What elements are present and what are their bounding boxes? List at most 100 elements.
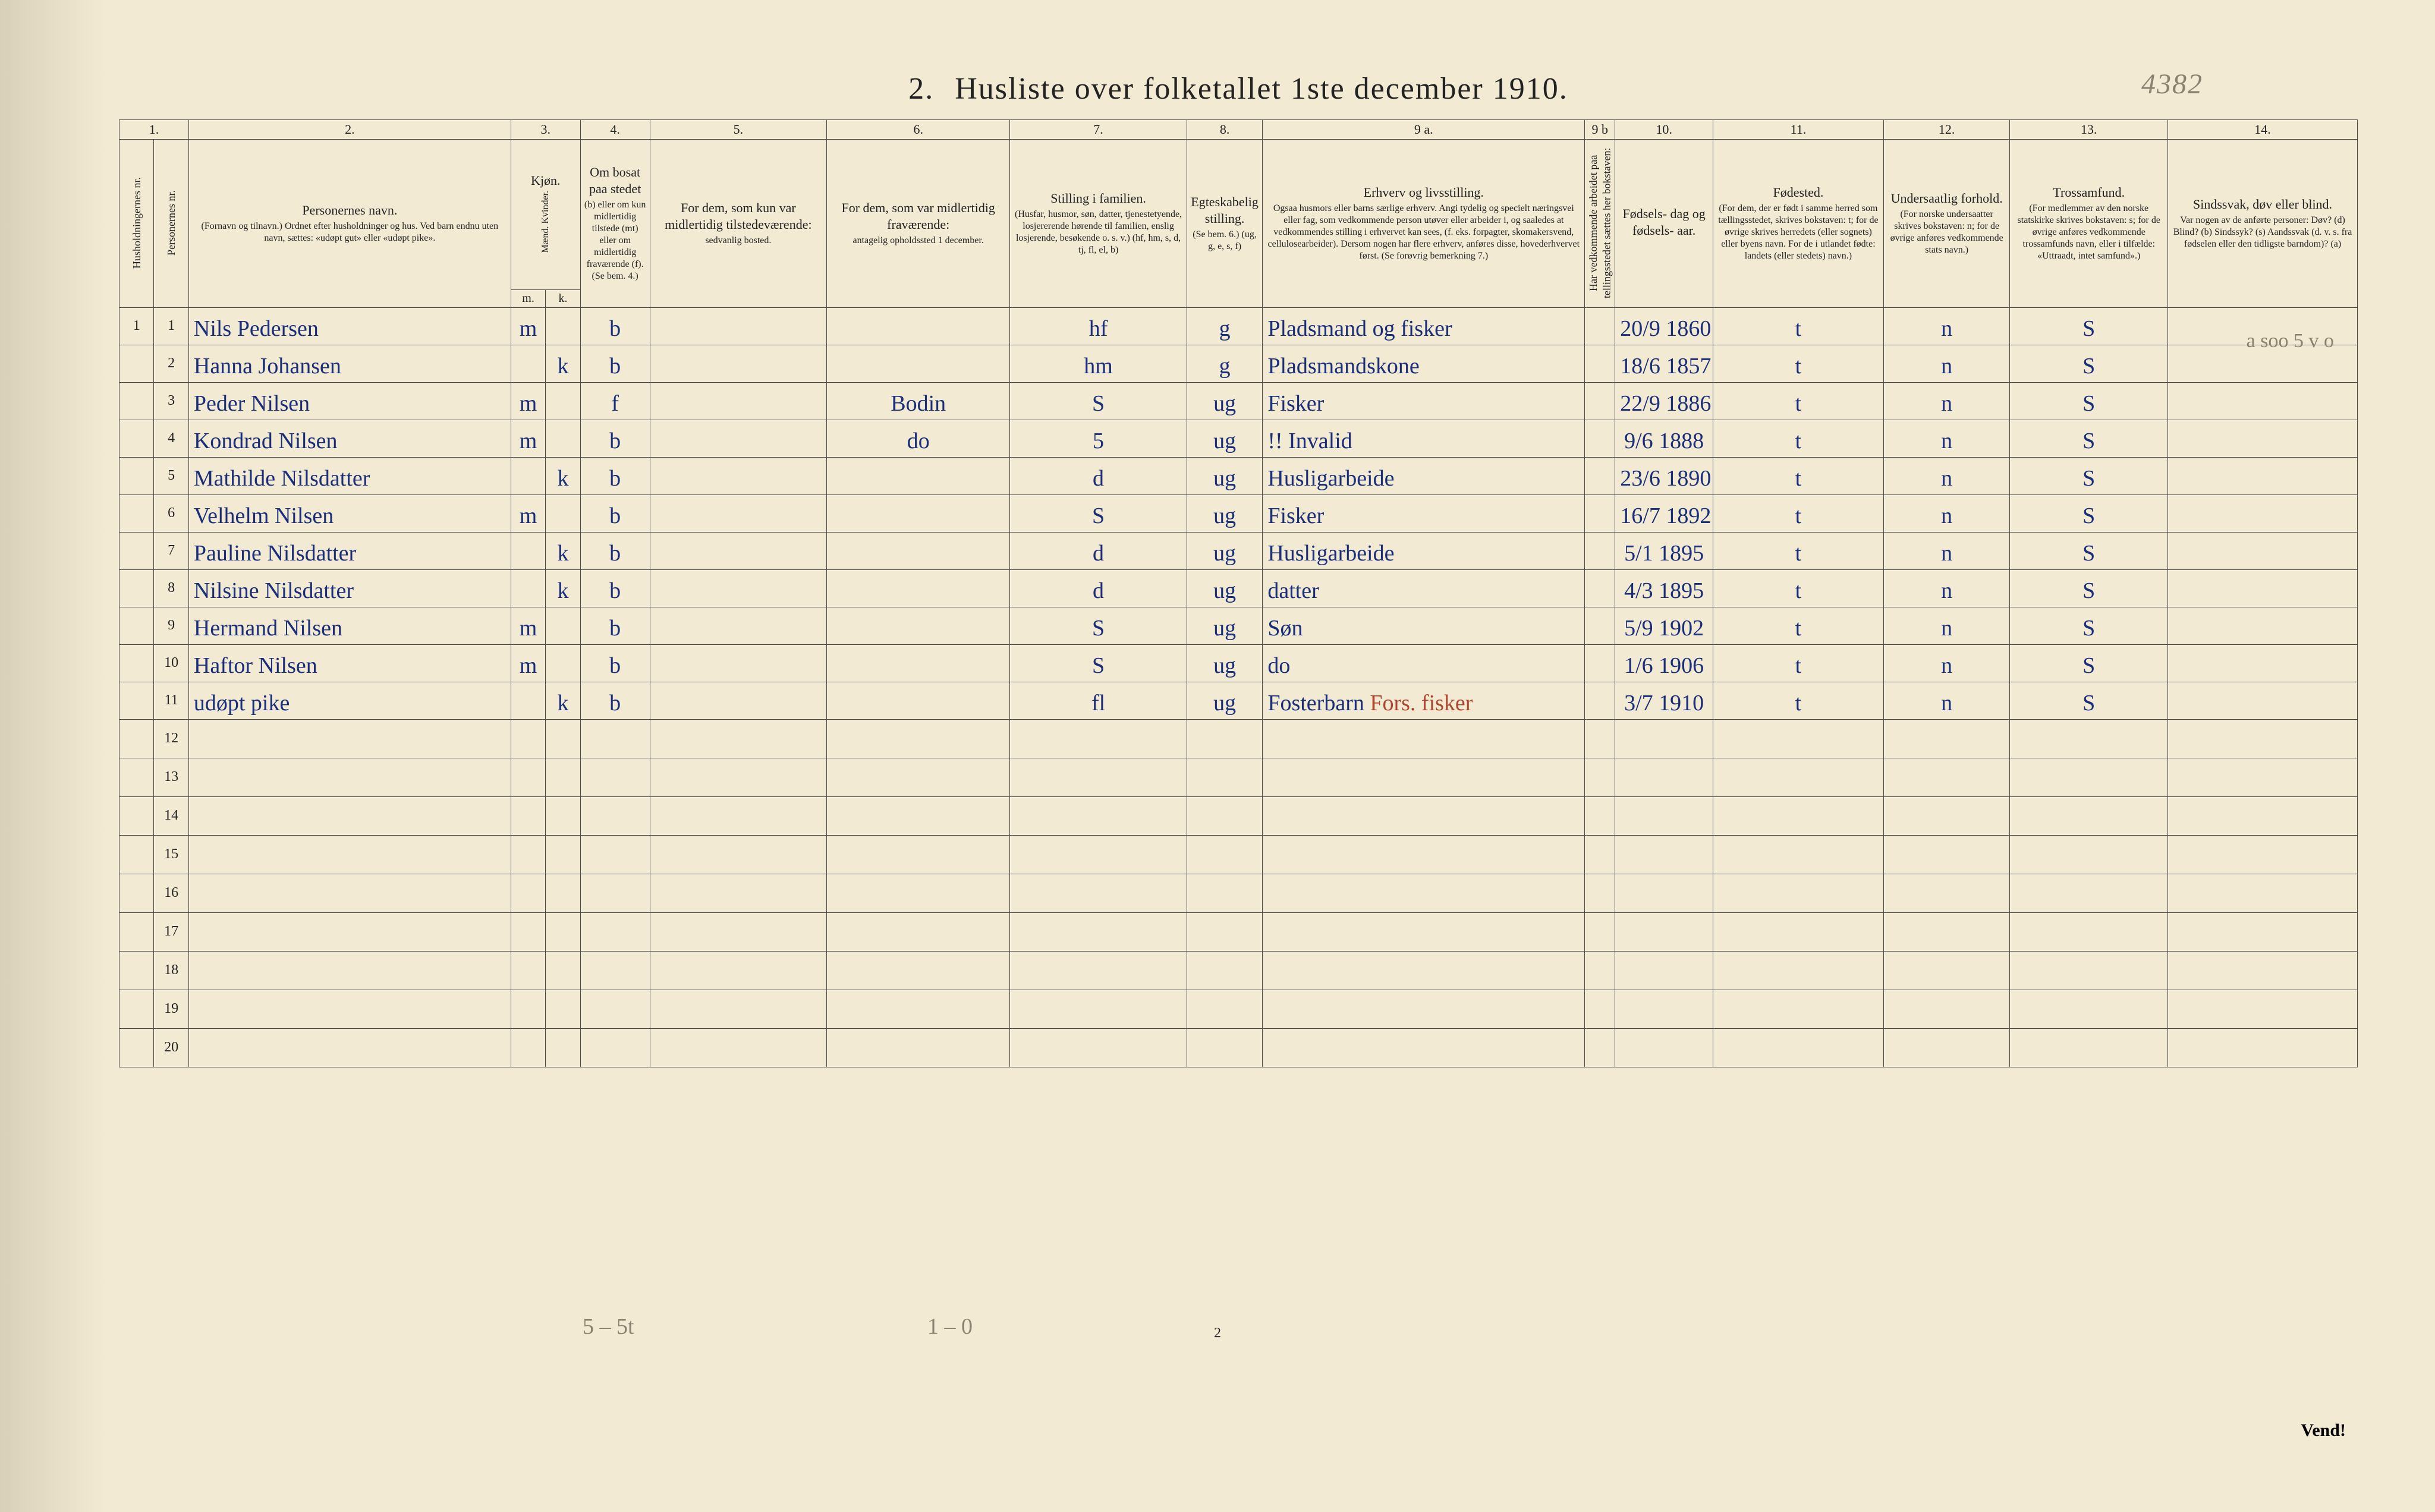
cell-pn: 16 [154,874,188,912]
cell-c7: fl [1010,682,1187,719]
table-row: 9Hermand NilsenmbSugSøn5/9 1902tnS [119,607,2358,644]
cell-empty [546,1028,580,1067]
cell-c12: n [1883,307,2010,345]
cell-empty [546,758,580,796]
cell-empty [1615,951,1713,990]
head-navn-big: Personernes navn. [193,202,507,219]
cell-pn: 10 [154,644,188,682]
cell-c9a: Husligarbeide [1263,532,1585,569]
cell-c8: ug [1187,682,1263,719]
cell-empty [2010,758,2168,796]
cell-c7: S [1010,607,1187,644]
cell-pn: 5 [154,457,188,494]
colnum-6: 6. [827,120,1010,140]
cell-c14 [2168,532,2358,569]
cell-empty [1713,874,1883,912]
cell-empty [1615,719,1713,758]
head-egte-small: (Se bem. 6.) (ug, g, e, s, f) [1191,229,1259,253]
table-row: 5Mathilde NilsdatterkbdugHusligarbeide23… [119,457,2358,494]
cell-empty [580,719,650,758]
head-kjon-big: Kjøn. [515,172,577,189]
cell-empty [1713,990,1883,1028]
cell-c9a: Fisker [1263,382,1585,420]
cell-empty [827,835,1010,874]
cell-name: Haftor Nilsen [188,644,511,682]
cell-c12: n [1883,382,2010,420]
cell-c13: S [2010,682,2168,719]
colnum-12: 12. [1883,120,2010,140]
cell-c14 [2168,682,2358,719]
pencil-top-right: 4382 [2141,68,2203,100]
census-page: 2. Husliste over folketallet 1ste decemb… [0,0,2435,1512]
cell-hh [119,835,154,874]
column-heading-row: Husholdningernes nr. Personernes nr. Per… [119,139,2358,289]
colnum-1: 1. [119,120,189,140]
cell-c8: ug [1187,532,1263,569]
cell-hh [119,382,154,420]
head-tros-small: (For medlemmer av den norske statskirke … [2014,203,2164,262]
cell-empty [2168,835,2358,874]
table-row: 11udøpt pikekbflugFosterbarn Fors. fiske… [119,682,2358,719]
cell-hh [119,874,154,912]
cell-c9a: Fisker [1263,494,1585,532]
page-title-row: 2. Husliste over folketallet 1ste decemb… [119,71,2358,106]
kjon-sub-m: m. [511,289,545,307]
cell-empty [1713,912,1883,951]
colnum-8: 8. [1187,120,1263,140]
cell-c6 [827,569,1010,607]
cell-pn: 8 [154,569,188,607]
cell-pn: 19 [154,990,188,1028]
cell-bmt: b [580,420,650,457]
cell-empty [1883,951,2010,990]
cell-empty [2168,758,2358,796]
cell-c14 [2168,644,2358,682]
table-row-empty: 18 [119,951,2358,990]
cell-c5 [650,644,827,682]
cell-m [511,532,545,569]
head-fodested-big: Fødested. [1717,184,1880,201]
table-row-empty: 16 [119,874,2358,912]
cell-empty [2168,951,2358,990]
head-erhv-big: Erhverv og livsstilling. [1266,184,1581,201]
cell-empty [1263,874,1585,912]
colnum-11: 11. [1713,120,1883,140]
cell-empty [188,719,511,758]
cell-empty [1010,912,1187,951]
table-row-empty: 13 [119,758,2358,796]
cell-empty [1187,796,1263,835]
cell-empty [1585,835,1615,874]
head-bosat: Om bosat paa stedet (b) eller om kun mid… [580,139,650,307]
cell-c9b [1585,494,1615,532]
cell-c13: S [2010,345,2168,382]
cell-c5 [650,494,827,532]
head-tros-big: Trossamfund. [2014,184,2164,201]
cell-empty [1187,719,1263,758]
cell-empty [580,758,650,796]
cell-name: Velhelm Nilsen [188,494,511,532]
cell-c9b [1585,457,1615,494]
vend-label: Vend! [2301,1420,2346,1441]
cell-empty [650,874,827,912]
cell-c14 [2168,382,2358,420]
cell-c9b [1585,607,1615,644]
cell-c9a: Husligarbeide [1263,457,1585,494]
cell-c8: g [1187,307,1263,345]
cell-c7: hf [1010,307,1187,345]
cell-pn: 15 [154,835,188,874]
cell-pn: 9 [154,607,188,644]
cell-bmt: b [580,682,650,719]
cell-empty [650,835,827,874]
cell-empty [1263,990,1585,1028]
cell-c11: t [1713,532,1883,569]
table-row: 8Nilsine Nilsdatterkbdugdatter4/3 1895tn… [119,569,2358,607]
cell-empty [2010,796,2168,835]
cell-pn: 20 [154,1028,188,1067]
cell-empty [1187,990,1263,1028]
cell-pn: 7 [154,532,188,569]
column-number-row: 1. 2. 3. 4. 5. 6. 7. 8. 9 a. 9 b 10. 11.… [119,120,2358,140]
cell-empty [1713,1028,1883,1067]
table-row: 4Kondrad Nilsenmbdo5ug!! Invalid9/6 1888… [119,420,2358,457]
table-row: 6Velhelm NilsenmbSugFisker16/7 1892tnS [119,494,2358,532]
cell-c9b [1585,569,1615,607]
cell-m: m [511,644,545,682]
